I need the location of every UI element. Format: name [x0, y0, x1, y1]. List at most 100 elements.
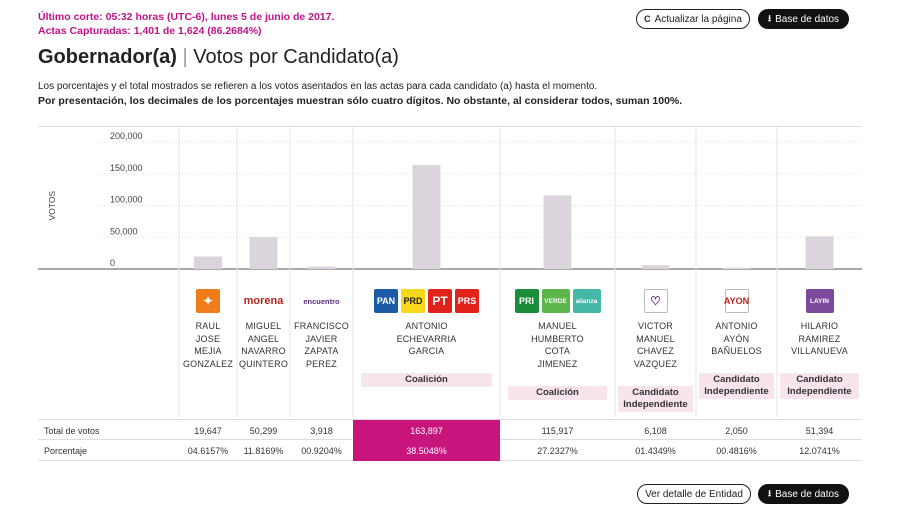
candidate-type-tag: Candidato Independiente [780, 373, 859, 399]
candidate-column: AYON ANTONIO AYÓN BAÑUELOS [696, 288, 777, 358]
candidate-name-line: ANTONIO [715, 321, 758, 331]
candidate-name-line: ANTONIO [405, 321, 448, 331]
table-cell: 04.6157% [187, 445, 229, 456]
candidate-column: PAN PRD PT PRS ANTONIO ECHEVARRIA GARCIA [353, 288, 500, 358]
candidate-column: encuentro FRANCISCO JAVIER ZAPATA PEREZ [290, 288, 353, 370]
footer-database-button[interactable]: ⭳ Base de datos [758, 484, 849, 504]
bar-5 [543, 195, 572, 269]
prd-logo: PRD [401, 289, 425, 313]
candidate-name-line: CHAVEZ [636, 346, 675, 356]
party-logos: ♡ [615, 288, 696, 314]
candidate-name-line: VICTOR [637, 321, 674, 331]
candidate-column: LAYIN HILARIO RAMIREZ VILLANUEVA [777, 288, 862, 358]
candidate-name-line: MEJIA [194, 346, 222, 356]
table-row: Porcentaje 04.6157% 11.8169% 00.9204% 38.504… [38, 440, 862, 461]
candidate-name-line: JIMENEZ [537, 358, 578, 369]
bar-8 [805, 236, 834, 269]
candidate-name-line: JOSE [195, 333, 221, 344]
candidate-name: ANTONIO AYÓN BAÑUELOS [696, 320, 777, 358]
refresh-icon: C [644, 14, 651, 24]
bar-7 [722, 267, 751, 269]
y-tick-label: 0 [110, 258, 115, 268]
candidate-name-line: ANGEL [247, 333, 280, 344]
party-logos: PAN PRD PT PRS [353, 288, 500, 314]
table-cell: 163,897 [353, 420, 500, 441]
candidate-name-line: AYÓN [723, 333, 750, 344]
morena-logo: morena [243, 295, 284, 307]
candidate-name-line: MANUEL [636, 333, 675, 344]
title-sub: Votos por Candidato(a) [193, 46, 399, 68]
table-cell: 01.4349% [635, 445, 676, 456]
table-cell: 00.9204% [301, 445, 342, 456]
candidate-name: VICTOR MANUEL CHAVEZ VAZQUEZ [615, 320, 696, 370]
candidate-name-line: COTA [544, 346, 571, 356]
prs-logo: PRS [455, 289, 479, 313]
candidate-name-line: PEREZ [305, 358, 337, 369]
y-tick-label: 50,000 [110, 226, 138, 236]
bar-3 [307, 266, 336, 269]
candidate-name-line: GONZALEZ [182, 358, 234, 369]
bar-4 [412, 164, 441, 269]
table-cell: 12.0741% [799, 445, 840, 456]
candidate-name: ANTONIO ECHEVARRIA GARCIA [353, 320, 500, 358]
candidate-name-line: GARCIA [408, 346, 445, 356]
candidate-name-line: VILLANUEVA [791, 346, 848, 356]
encuentro-social-logo: encuentro [303, 296, 340, 306]
candidate-name-line: RAUL [195, 321, 221, 331]
ayon-logo: AYON [724, 289, 749, 313]
layin-logo: LAYIN [805, 289, 834, 313]
bar-6 [641, 265, 670, 269]
candidate-name-line: QUINTERO [238, 358, 289, 369]
candidate-type-tag: Candidato Independiente [699, 373, 774, 399]
pan-logo: PAN [374, 289, 398, 313]
table-cell: 19,647 [194, 425, 222, 436]
table-cell: 11.8169% [243, 445, 284, 456]
entity-detail-button[interactable]: Ver detalle de Entidad [637, 484, 751, 504]
candidate-name-line: HUMBERTO [531, 333, 584, 344]
download-icon: ⭳ [767, 13, 772, 23]
table-cell: 6,108 [644, 425, 667, 436]
page-title: Gobernador(a) | Votos por Candidato(a) [38, 45, 399, 69]
table-cell: 50,299 [249, 425, 278, 436]
candidate-name-line: JAVIER [305, 333, 338, 344]
bar-2 [249, 237, 278, 269]
votes-chart: 200,000 150,000 100,000 50,000 0 VOTOS [38, 126, 862, 417]
candidate-name-line: ZAPATA [304, 346, 339, 356]
candidate-column: morena MIGUEL ANGEL NAVARRO QUINTERO [237, 288, 290, 370]
actas-captured-text: Actas Capturadas: 1,401 de 1,624 (86.268… [38, 25, 262, 37]
y-tick-label: 100,000 [110, 195, 143, 205]
table-row-label: Total de votos [44, 425, 100, 436]
table-cell: 115,917 [541, 425, 574, 436]
party-logos: LAYIN [777, 288, 862, 314]
independent-heart-logo: ♡ [643, 289, 668, 313]
candidate-type-tag: Candidato Independiente [618, 386, 693, 412]
candidate-name: MIGUEL ANGEL NAVARRO QUINTERO [237, 320, 290, 370]
pt-logo: PT [428, 289, 452, 313]
table-cell: 27.2327% [537, 445, 578, 456]
party-logos: AYON [696, 288, 777, 314]
table-cell: 3,918 [310, 425, 333, 436]
candidate-name-line: FRANCISCO [294, 321, 349, 331]
candidate-name-line: RAMIREZ [798, 333, 841, 344]
y-tick-label: 150,000 [110, 163, 143, 173]
download-icon: ⭳ [767, 488, 772, 498]
candidate-name-line: MIGUEL [245, 321, 282, 331]
candidate-type-tag: Coalición [361, 373, 492, 387]
candidate-name-line: HILARIO [800, 321, 839, 331]
party-logos: PRI VERDE alianza [500, 288, 615, 314]
candidate-name: RAUL JOSE MEJIA GONZALEZ [179, 320, 237, 370]
candidate-name-line: VAZQUEZ [633, 358, 678, 369]
database-button[interactable]: ⭳ Base de datos [758, 9, 849, 29]
party-logos: encuentro [290, 288, 353, 314]
refresh-button[interactable]: C Actualizar la página [636, 9, 750, 29]
candidate-name-line: MANUEL [538, 321, 577, 331]
party-logos: ✦ [179, 288, 237, 314]
candidate-name: FRANCISCO JAVIER ZAPATA PEREZ [290, 320, 353, 370]
note-percentages: Los porcentajes y el total mostrados se … [38, 81, 598, 92]
header-meta: Último corte: 05:32 horas (UTC-6), lunes… [38, 10, 334, 38]
candidate-name: HILARIO RAMIREZ VILLANUEVA [777, 320, 862, 358]
y-axis-label: VOTOS [47, 191, 57, 221]
table-cell: 38.5048% [353, 440, 500, 461]
table-cell: 2,050 [725, 425, 748, 436]
party-logos: morena [237, 288, 290, 314]
